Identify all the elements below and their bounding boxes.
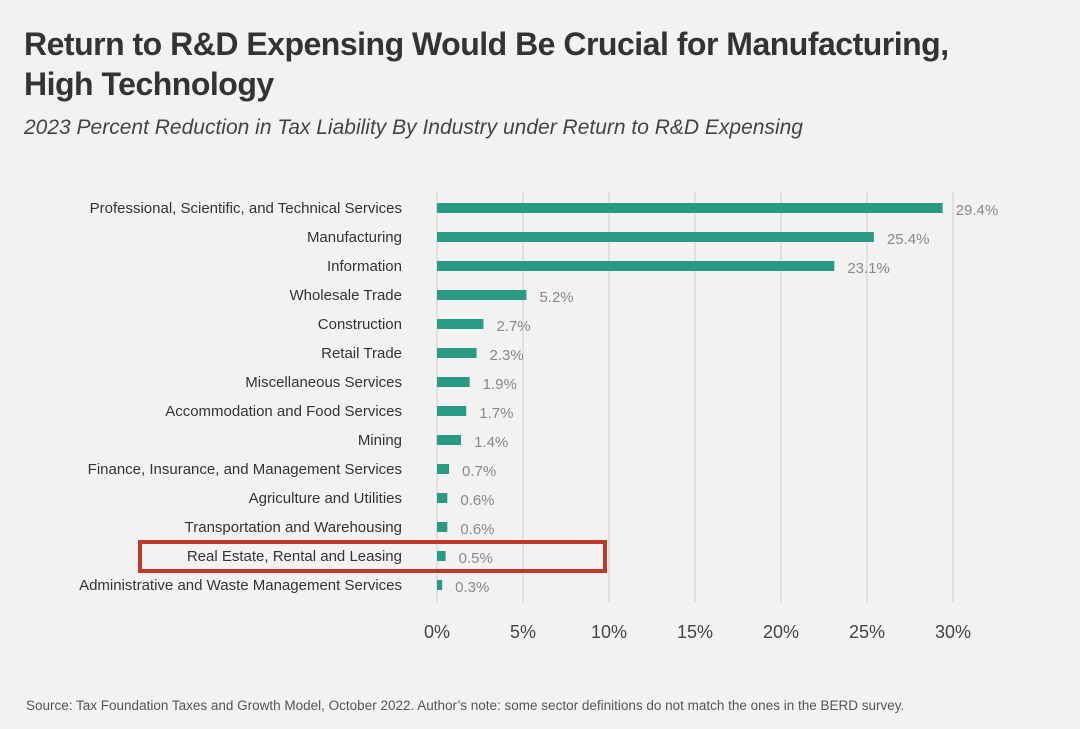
value-label: 25.4% [887,231,930,248]
bar [437,377,470,387]
value-labels: 29.4% 25.4% 23.1% 5.2% 2.7% 2.3% 1.9% 1.7% 1.4% 0… [455,202,998,596]
value-label: 0.3% [455,579,489,596]
category-label: Manufacturing [307,229,402,246]
category-label: Miscellaneous Services [245,374,402,391]
bar [437,464,450,474]
bar [437,319,484,329]
category-label: Agriculture and Utilities [249,490,402,507]
value-label: 23.1% [847,260,890,277]
bar [437,435,462,445]
bars [437,203,943,590]
x-axis-tick-labels: 0% 5% 10% 15% 20% 25% 30% [424,622,971,642]
bar [437,348,477,358]
value-label: 1.7% [479,405,513,422]
x-tick-label: 10% [591,622,627,642]
category-label: Retail Trade [321,345,402,362]
category-label: Accommodation and Food Services [165,403,402,420]
value-label: 5.2% [539,289,573,306]
category-label: Professional, Scientific, and Technical … [90,200,402,217]
value-label: 1.9% [483,376,517,393]
bar [437,261,835,271]
value-label: 0.5% [459,550,493,567]
bar [437,232,874,242]
category-label: Administrative and Waste Management Serv… [79,577,402,594]
highlight-box [138,540,607,573]
bar [437,203,943,213]
category-label: Finance, Insurance, and Management Servi… [88,461,402,478]
category-label: Transportation and Warehousing [185,519,402,536]
chart-title: Return to R&D Expensing Would Be Crucial… [24,26,949,102]
bar [437,551,446,561]
category-label: Mining [358,432,402,449]
bar-chart: Professional, Scientific, and Technical … [79,192,998,642]
value-label: 1.4% [474,434,508,451]
bar [437,580,443,590]
x-tick-label: 30% [935,622,971,642]
bar [437,493,448,503]
value-label: 0.6% [460,492,494,509]
x-tick-label: 15% [677,622,713,642]
gridlines [436,192,954,602]
x-tick-label: 20% [763,622,799,642]
category-label: Real Estate, Rental and Leasing [187,548,402,565]
category-label: Wholesale Trade [289,287,402,304]
x-tick-label: 25% [849,622,885,642]
bar [437,290,527,300]
value-label: 2.3% [490,347,524,364]
x-tick-label: 5% [510,622,536,642]
x-tick-label: 0% [424,622,450,642]
value-label: 29.4% [956,202,999,219]
category-labels: Professional, Scientific, and Technical … [79,200,402,594]
category-label: Information [327,258,402,275]
value-label: 2.7% [496,318,530,335]
category-label: Construction [318,316,402,333]
chart-subtitle: 2023 Percent Reduction in Tax Liability … [24,116,803,139]
value-label: 0.7% [462,463,496,480]
value-label: 0.6% [460,521,494,538]
source-note: Source: Tax Foundation Taxes and Growth … [26,698,905,713]
bar [437,406,467,416]
bar [437,522,448,532]
